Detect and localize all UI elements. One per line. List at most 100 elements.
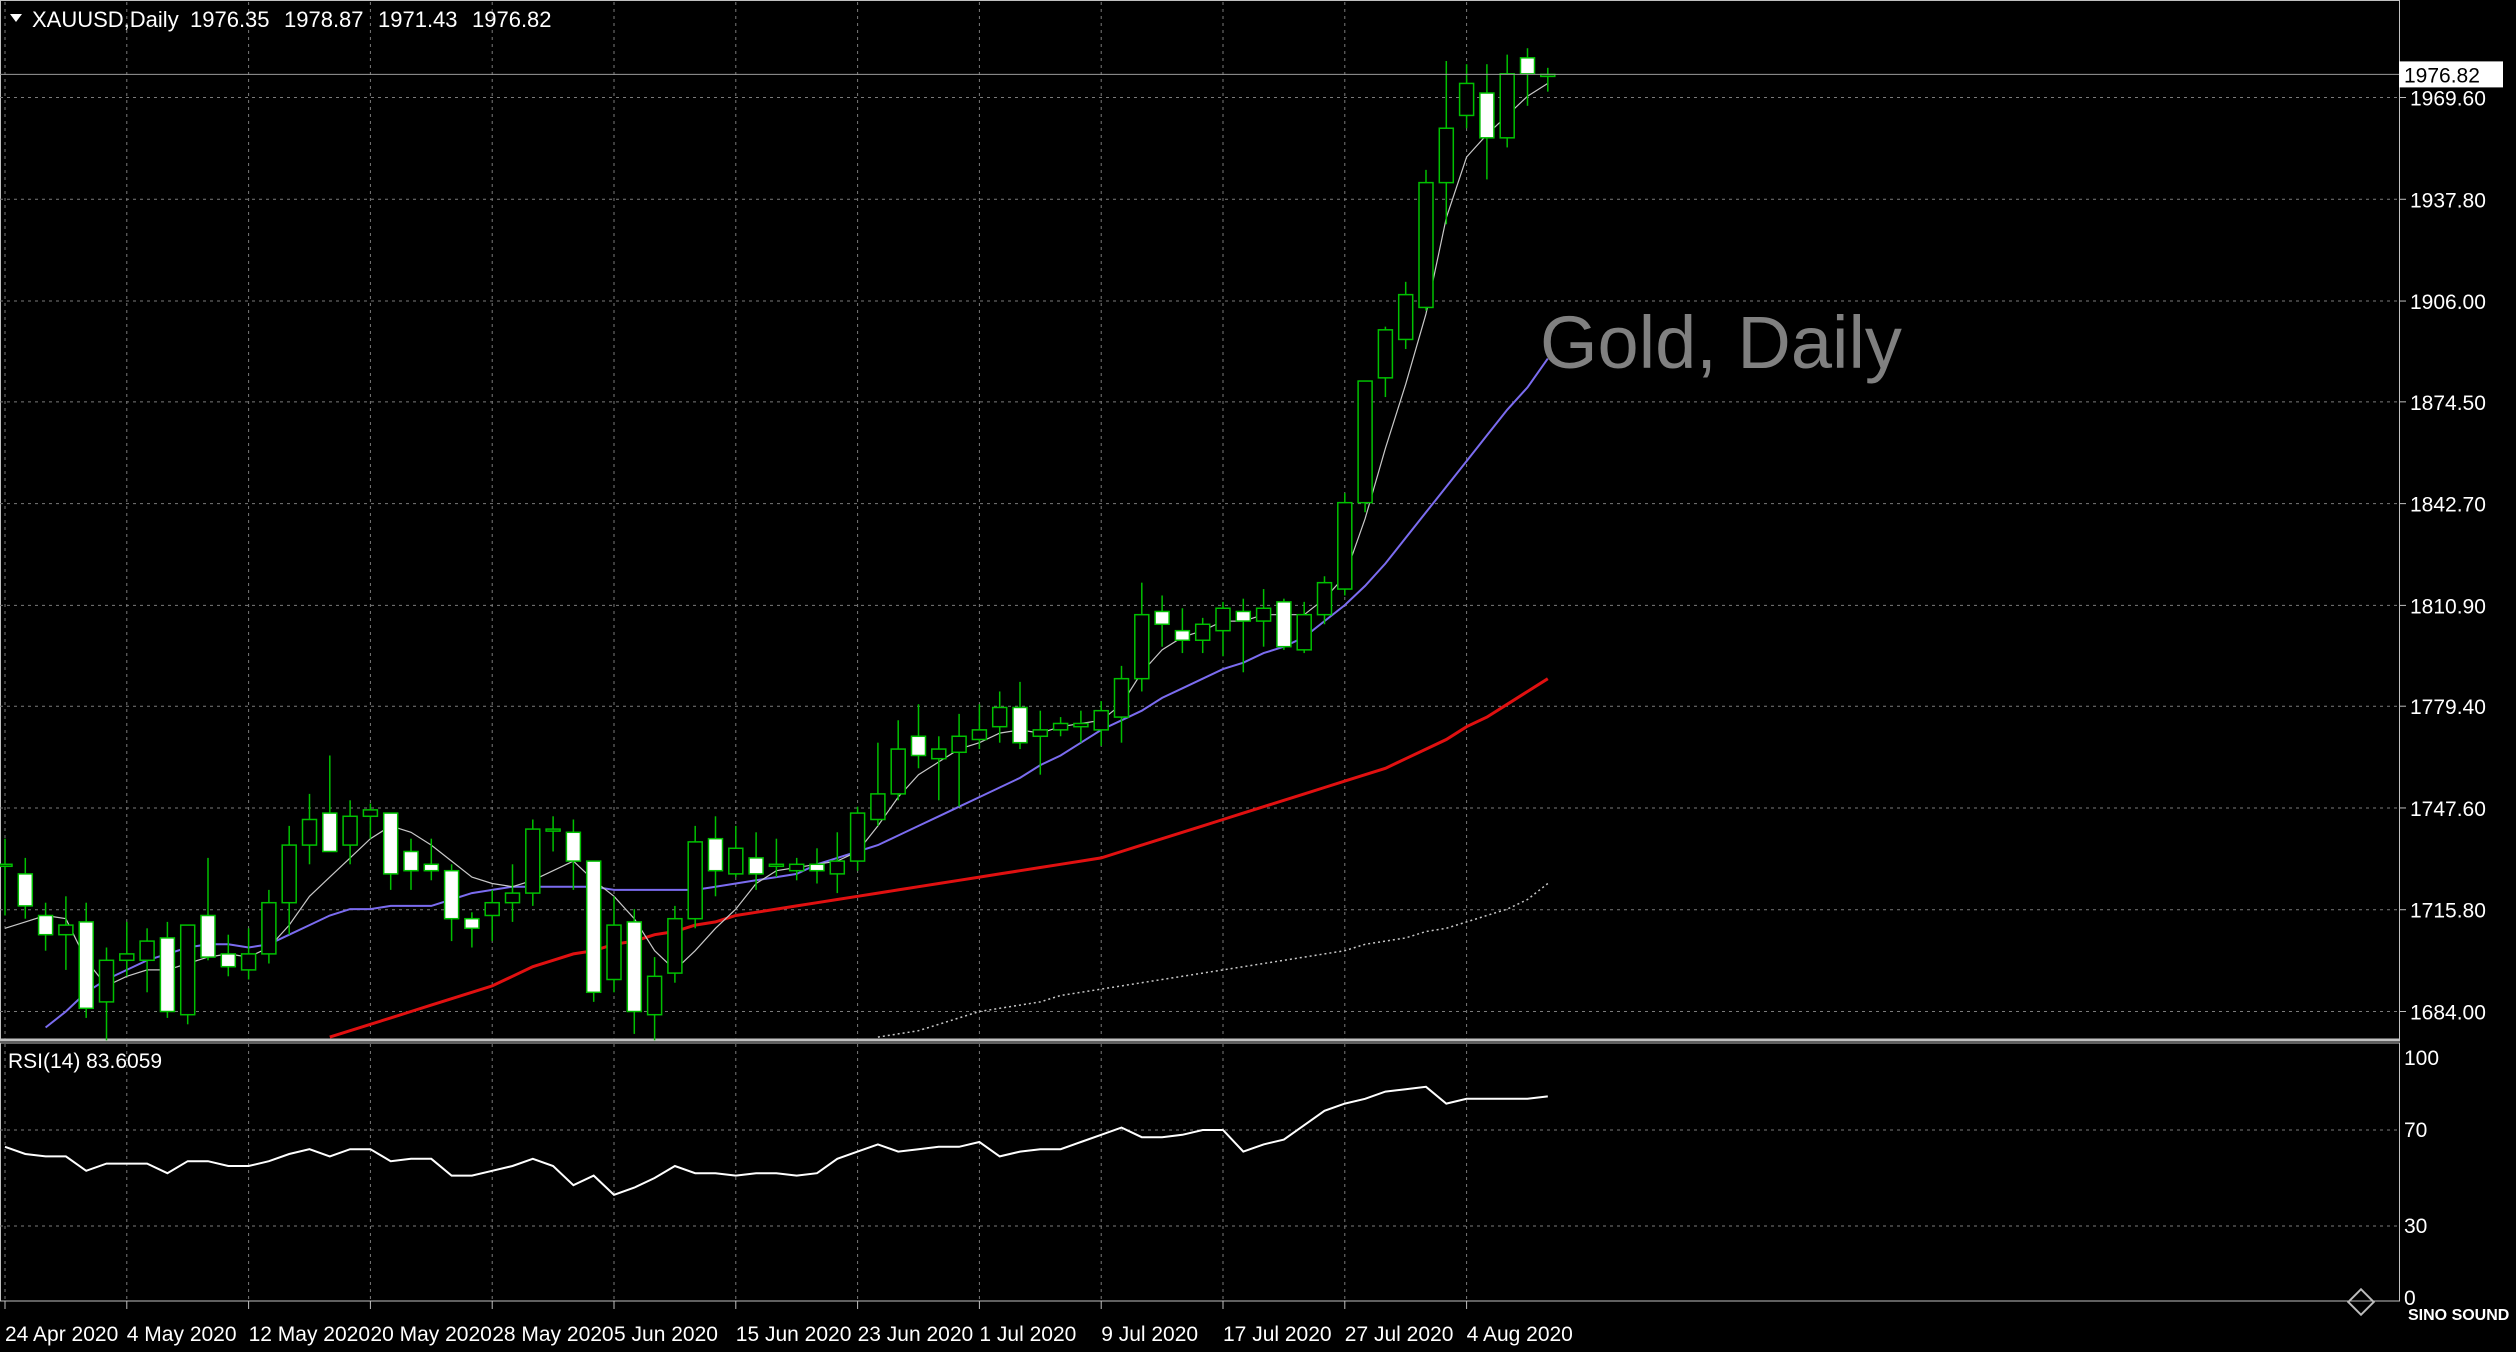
candle-body <box>931 748 947 760</box>
candle <box>484 889 500 942</box>
rsi-panel-frame <box>0 1042 2400 1302</box>
candle <box>768 838 785 878</box>
candle <box>951 713 967 807</box>
ma-long-line <box>877 882 1549 1038</box>
candle-body <box>443 869 460 920</box>
candle <box>1154 595 1170 647</box>
candle <box>403 838 419 890</box>
candle-body <box>1458 82 1475 117</box>
candle <box>342 800 358 865</box>
candle-body <box>1194 623 1211 642</box>
candle-body <box>1235 610 1252 622</box>
candle <box>17 857 34 919</box>
candle-body <box>464 917 480 930</box>
candle <box>1113 665 1130 743</box>
candle-body <box>890 748 906 795</box>
candle-body <box>951 735 967 754</box>
candle-body <box>1134 613 1150 680</box>
candle-body <box>1154 610 1170 626</box>
candle-body <box>1519 57 1536 75</box>
close-value: 1976.82 <box>472 7 552 32</box>
price-tick-label: 1684.00 <box>2410 1002 2486 1025</box>
candle <box>98 947 115 1041</box>
candle-body <box>1032 729 1049 738</box>
candle-body <box>1215 607 1231 632</box>
candle <box>1418 169 1434 311</box>
price-tick-label: 1906.00 <box>2410 291 2486 314</box>
candle <box>464 912 480 948</box>
candle <box>829 832 846 894</box>
date-tick-label: 27 Jul 2020 <box>1345 1323 1454 1346</box>
candle <box>78 902 94 1018</box>
candle <box>707 816 724 897</box>
candle <box>1337 493 1353 596</box>
candle <box>1377 326 1394 398</box>
candle <box>585 860 602 1002</box>
candle <box>281 825 297 935</box>
price-tick-label: 1810.90 <box>2410 595 2486 618</box>
candle-body <box>240 953 257 971</box>
candle <box>240 928 257 980</box>
candle <box>1174 608 1191 654</box>
candle-body <box>58 924 74 936</box>
candle <box>1499 54 1515 148</box>
rsi-line <box>4 1085 1548 1196</box>
date-tick-label: 24 Apr 2020 <box>5 1323 118 1346</box>
price-tick-label: 1937.80 <box>2410 189 2486 212</box>
date-tick-label: 4 Aug 2020 <box>1467 1323 1573 1346</box>
candle-body <box>322 812 338 853</box>
candle <box>525 819 541 906</box>
candle-body <box>626 921 643 1013</box>
candle-body <box>991 706 1008 728</box>
dropdown-triangle-icon[interactable] <box>10 14 22 22</box>
candle-body <box>1357 380 1373 504</box>
candle-body <box>139 940 155 962</box>
rsi-level-label: 0 <box>2404 1287 2416 1310</box>
candle <box>687 825 703 929</box>
candle-body <box>504 892 521 904</box>
price-tick-label: 1715.80 <box>2410 900 2486 923</box>
candle-body <box>261 901 277 955</box>
candle <box>423 838 440 881</box>
candle-body <box>423 863 440 872</box>
candle <box>1194 617 1211 654</box>
price-axis: 1969.60 1937.80 1906.00 1874.50 1842.70 1810.… <box>2400 88 2486 1025</box>
candle-body <box>1073 722 1089 728</box>
candle-body <box>220 953 237 968</box>
date-tick-label: 15 Jun 2020 <box>736 1323 852 1346</box>
candle-body <box>667 917 683 974</box>
candle-body <box>37 914 54 936</box>
candle <box>1438 61 1455 225</box>
candle <box>1276 598 1292 650</box>
candle-body <box>748 857 764 875</box>
price-tick-label: 1874.50 <box>2410 392 2486 415</box>
candle <box>322 755 338 853</box>
candle-body <box>179 924 196 1016</box>
candle-body <box>382 812 399 875</box>
candle-body <box>585 860 602 994</box>
candle-body <box>17 873 34 907</box>
candle-body <box>788 863 805 872</box>
candle-body <box>1479 92 1495 139</box>
date-tick-label: 20 May 2020 <box>370 1323 491 1346</box>
candle-body <box>1255 607 1272 622</box>
date-tick-label: 5 Jun 2020 <box>614 1323 718 1346</box>
candle <box>200 857 216 961</box>
candle-body <box>1397 293 1414 341</box>
candle-body <box>1093 709 1109 731</box>
candle-body <box>870 793 886 821</box>
candle-body <box>200 914 216 958</box>
candle <box>931 736 947 801</box>
rsi-level-label: 100 <box>2404 1047 2439 1070</box>
candle-body <box>78 921 94 1010</box>
candle <box>1255 589 1272 647</box>
candle <box>1316 576 1333 625</box>
candle-body <box>281 844 297 904</box>
candle <box>991 691 1008 743</box>
rsi-label: RSI(14) 83.6059 <box>8 1050 162 1073</box>
date-tick-label: 4 May 2020 <box>127 1323 237 1346</box>
candle-body <box>829 860 846 875</box>
date-tick-label: 12 May 2020 <box>249 1323 370 1346</box>
candle <box>910 704 927 769</box>
